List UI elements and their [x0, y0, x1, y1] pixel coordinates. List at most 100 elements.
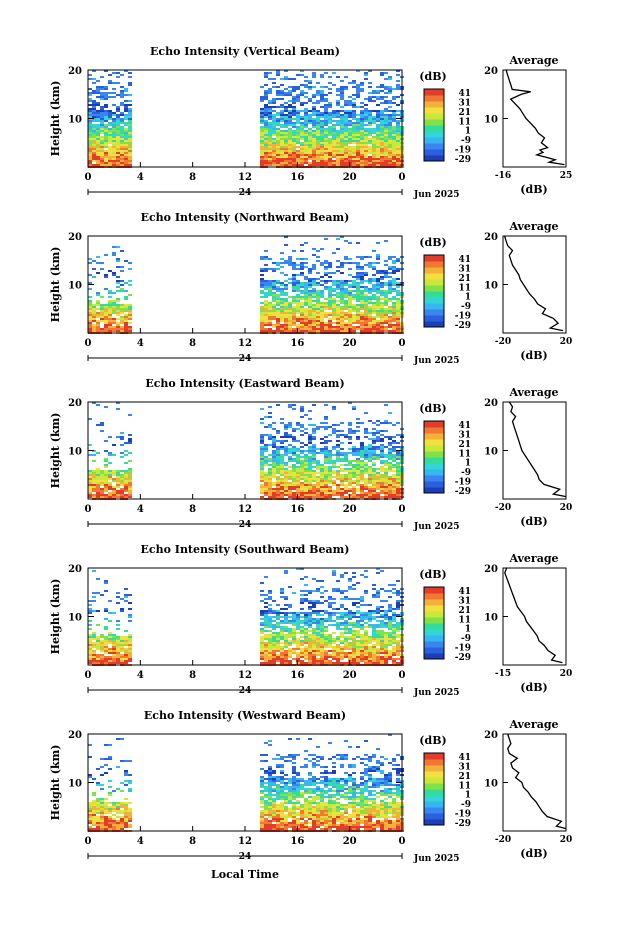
heatmap-cell — [300, 496, 304, 498]
heatmap-cell — [124, 310, 128, 312]
heatmap-cell — [300, 622, 304, 624]
heatmap-cell — [120, 158, 124, 160]
heatmap-cell — [388, 106, 392, 108]
heatmap-cell — [364, 290, 368, 292]
heatmap-cell — [324, 446, 328, 448]
heatmap-cell — [332, 466, 336, 468]
heatmap-cell — [324, 642, 328, 644]
heatmap-cell — [360, 136, 364, 138]
heatmap-cell — [288, 460, 292, 462]
heatmap-cell — [372, 448, 376, 450]
panel-title: Echo Intensity (Eastward Beam) — [145, 377, 344, 390]
heatmap-cell — [128, 82, 132, 84]
heatmap-cell — [316, 304, 320, 306]
heatmap-cell — [380, 454, 384, 456]
heatmap-cell — [108, 140, 112, 142]
heatmap-cell — [292, 614, 296, 616]
colorbar-tick-label: -19 — [455, 312, 471, 322]
heatmap-cell — [100, 150, 104, 152]
heatmap-cell — [124, 308, 128, 310]
heatmap-cell — [260, 632, 264, 634]
heatmap-cell — [276, 604, 280, 606]
heatmap-cell — [364, 302, 368, 304]
heatmap-cell — [292, 280, 296, 282]
heatmap-cell — [392, 290, 396, 292]
heatmap-cell — [312, 322, 316, 324]
heatmap-cell — [128, 488, 132, 490]
heatmap-cell — [276, 634, 280, 636]
heatmap-cell — [276, 294, 280, 296]
heatmap-cell — [264, 648, 268, 650]
heatmap-cell — [336, 156, 340, 158]
heatmap-cell — [312, 150, 316, 152]
heatmap-cell — [344, 304, 348, 306]
heatmap-cell — [292, 636, 296, 638]
heatmap-cell — [348, 268, 352, 270]
heatmap-cell — [380, 492, 384, 494]
heatmap-cell — [272, 288, 276, 290]
heatmap-cell — [264, 294, 268, 296]
heatmap-cell — [128, 76, 132, 78]
heatmap-cell — [376, 278, 380, 280]
heatmap-cell — [384, 298, 388, 300]
heatmap-cell — [296, 424, 300, 426]
heatmap-cell — [108, 658, 112, 660]
heatmap-cell — [96, 86, 100, 88]
heatmap-cell — [368, 446, 372, 448]
heatmap-cell — [104, 440, 108, 442]
heatmap-cell — [100, 312, 104, 314]
heatmap-cell — [320, 96, 324, 98]
heatmap-cell — [332, 572, 336, 574]
heatmap-cell — [260, 434, 264, 436]
heatmap-cell — [388, 486, 392, 488]
heatmap-cell — [320, 90, 324, 92]
heatmap-cell — [280, 110, 284, 112]
heatmap-cell — [108, 96, 112, 98]
heatmap-cell — [356, 320, 360, 322]
heatmap-cell — [328, 132, 332, 134]
heatmap-cell — [280, 294, 284, 296]
heatmap-cell — [104, 144, 108, 146]
heatmap-cell — [112, 302, 116, 304]
heatmap-cell — [100, 314, 104, 316]
heatmap-cell — [376, 110, 380, 112]
heatmap-cell — [128, 490, 132, 492]
heatmap-cell — [128, 150, 132, 152]
heatmap-cell — [300, 612, 304, 614]
heatmap-cell — [276, 124, 280, 126]
heatmap-cell — [260, 446, 264, 448]
colorbar-swatch — [424, 421, 444, 428]
heatmap-cell — [296, 298, 300, 300]
heatmap-cell — [260, 286, 264, 288]
heatmap-cell — [320, 452, 324, 454]
heatmap-cell — [396, 464, 400, 466]
heatmap-cell — [292, 436, 296, 438]
heatmap-cell — [112, 122, 116, 124]
heatmap-cell — [388, 452, 392, 454]
heatmap-cell — [368, 152, 372, 154]
heatmap-cell — [308, 330, 312, 332]
heatmap-cell — [292, 430, 296, 432]
heatmap-cell — [272, 650, 276, 652]
heatmap-cell — [356, 288, 360, 290]
heatmap-cell — [380, 132, 384, 134]
heatmap-cell — [356, 158, 360, 160]
heatmap-cell — [108, 662, 112, 664]
heatmap-cell — [324, 298, 328, 300]
heatmap-cell — [116, 154, 120, 156]
heatmap-cell — [320, 476, 324, 478]
heatmap-cell — [396, 164, 400, 166]
heatmap-cell — [328, 104, 332, 106]
heatmap-cell — [268, 138, 272, 140]
heatmap-cell — [96, 124, 100, 126]
colorbar-swatch — [424, 309, 444, 316]
heatmap-cell — [116, 478, 120, 480]
heatmap-cell — [264, 124, 268, 126]
heatmap-cell — [340, 324, 344, 326]
heatmap-cell — [280, 162, 284, 164]
heatmap-cell — [268, 330, 272, 332]
heatmap-cell — [284, 662, 288, 664]
heatmap-cell — [264, 492, 268, 494]
heatmap-cell — [352, 150, 356, 152]
heatmap-cell — [336, 434, 340, 436]
